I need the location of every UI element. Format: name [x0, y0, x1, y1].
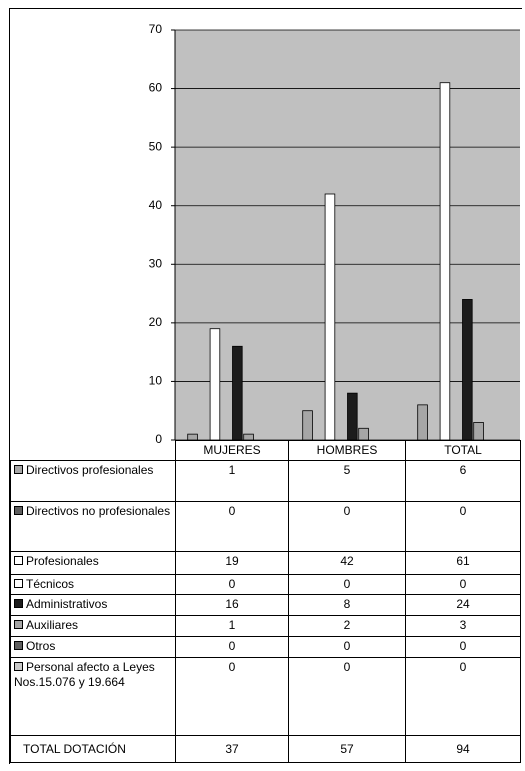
bar	[232, 345, 243, 441]
table-value: 0	[288, 636, 406, 658]
table-row: Profesionales 19 42 61	[10, 551, 521, 575]
table-value: 3	[405, 615, 521, 637]
total-row: TOTAL DOTACIÓN 37 57 94	[10, 735, 521, 763]
row-label-cell: Otros	[10, 636, 176, 658]
legend-label: Otros	[26, 639, 56, 653]
legend-key	[14, 620, 23, 629]
legend-label: Directivos no profesionales	[26, 504, 171, 518]
table-value: 0	[175, 574, 289, 595]
table-value: 16	[175, 594, 289, 616]
bar	[347, 392, 358, 441]
bar	[439, 82, 451, 441]
legend-key	[14, 599, 23, 608]
y-tick-label: 30	[149, 256, 163, 270]
legend-label: Técnicos	[26, 577, 75, 591]
bar	[187, 433, 198, 441]
row-label-cell: Directivos profesionales	[10, 460, 176, 502]
legend-label: Auxiliares	[26, 618, 79, 632]
row-label-cell: Profesionales	[10, 551, 176, 575]
table-value: 24	[405, 594, 521, 616]
total-value: 57	[288, 735, 406, 763]
table-value: 0	[405, 501, 521, 552]
chart: 0 10 20 30 40 50 60 70	[149, 22, 520, 445]
table-row: Directivos no profesionales 0 0 0	[10, 501, 521, 552]
table-row: Directivos profesionales 1 5 6	[10, 460, 521, 502]
legend-label: Administrativos	[26, 597, 108, 611]
table-value: 5	[288, 460, 406, 502]
legend-key	[14, 556, 23, 565]
row-label-cell: Administrativos	[10, 594, 176, 616]
data-table: MUJERES HOMBRES TOTAL Directivos profesiona…	[10, 440, 521, 763]
table-value: 19	[175, 551, 289, 575]
table-value: 8	[288, 594, 406, 616]
legend-key	[14, 465, 23, 474]
legend-key	[14, 579, 23, 588]
table-value: 2	[288, 615, 406, 637]
table-value: 0	[405, 657, 521, 736]
legend-key	[14, 506, 23, 515]
total-label: TOTAL DOTACIÓN	[10, 735, 176, 763]
table-value: 0	[405, 574, 521, 595]
table-value: 0	[175, 636, 289, 658]
total-value: 94	[405, 735, 521, 763]
table-value: 6	[405, 460, 521, 502]
y-tick-label: 20	[149, 315, 163, 329]
legend-label: Personal afecto a Leyes Nos.15.076 y 19.…	[14, 660, 155, 689]
table-row: Técnicos 0 0 0	[10, 574, 521, 595]
bar	[417, 404, 428, 441]
header-row: MUJERES HOMBRES TOTAL	[10, 440, 521, 461]
total-value: 37	[175, 735, 289, 763]
y-tick-label: 70	[149, 22, 163, 36]
table-row: Auxiliares 1 2 3	[10, 615, 521, 637]
legend-label: Directivos profesionales	[26, 463, 154, 477]
bar	[243, 433, 254, 441]
table-value: 0	[405, 636, 521, 658]
table-value: 61	[405, 551, 521, 575]
corner-cell	[10, 440, 176, 461]
table-row: Otros 0 0 0	[10, 636, 521, 658]
table-row: Administrativos 16 8 24	[10, 594, 521, 616]
table-value: 1	[175, 460, 289, 502]
y-tick-label: 10	[149, 374, 163, 388]
bar	[209, 328, 221, 441]
table-value: 0	[288, 657, 406, 736]
bar	[324, 193, 336, 441]
legend-key	[14, 662, 23, 671]
bar	[473, 422, 484, 441]
table-value: 0	[288, 501, 406, 552]
legend-label: Profesionales	[26, 554, 99, 568]
bar	[462, 299, 473, 441]
bar	[302, 410, 313, 441]
y-tick-label: 40	[149, 198, 163, 212]
row-label-cell: Auxiliares	[10, 615, 176, 637]
chart-frame	[9, 8, 522, 764]
bar	[358, 427, 369, 441]
table-value: 42	[288, 551, 406, 575]
row-label-cell: Personal afecto a Leyes Nos.15.076 y 19.…	[10, 657, 176, 736]
table-value: 0	[175, 657, 289, 736]
y-tick-label: 50	[149, 139, 163, 153]
y-tick-label: 0	[155, 432, 162, 445]
y-tick-label: 60	[149, 81, 163, 95]
category-label: MUJERES	[175, 440, 289, 461]
table-value: 0	[288, 574, 406, 595]
table-value: 0	[175, 501, 289, 552]
table-value: 1	[175, 615, 289, 637]
row-label-cell: Técnicos	[10, 574, 176, 595]
table-row: Personal afecto a Leyes Nos.15.076 y 19.…	[10, 657, 521, 736]
category-label: TOTAL	[405, 440, 521, 461]
row-label-cell: Directivos no profesionales	[10, 501, 176, 552]
legend-key	[14, 641, 23, 650]
category-label: HOMBRES	[288, 440, 406, 461]
